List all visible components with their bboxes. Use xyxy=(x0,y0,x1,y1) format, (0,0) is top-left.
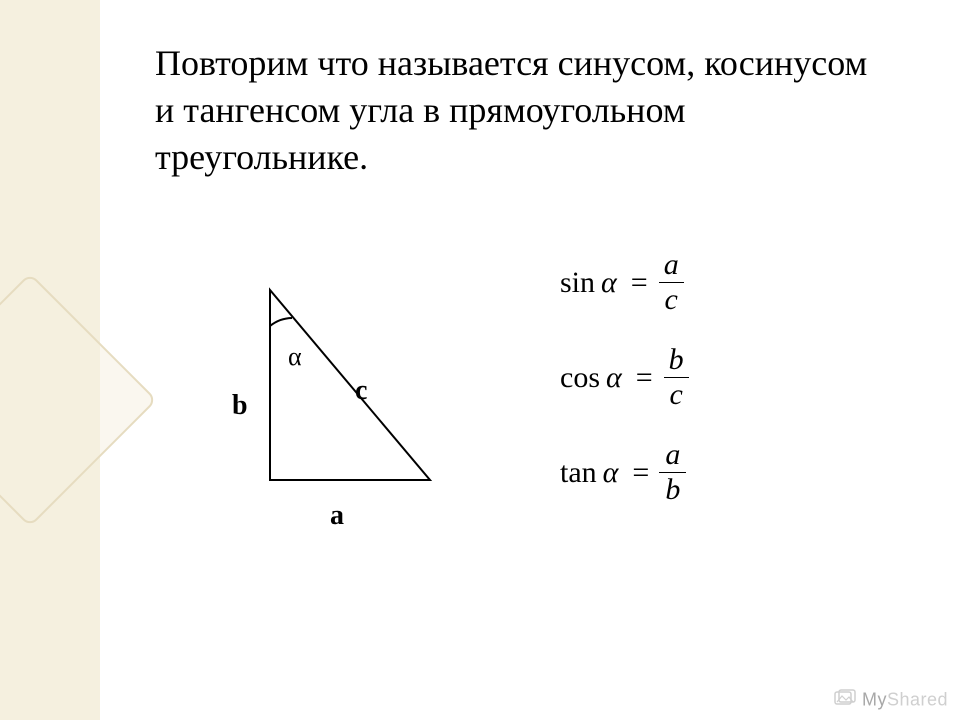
triangle-diagram: α b c a xyxy=(170,260,470,560)
cos-var: α xyxy=(600,361,626,395)
sin-num: a xyxy=(658,250,685,282)
func-tan: tan xyxy=(560,456,597,490)
slide-title: Повторим что называется синусом, косинус… xyxy=(155,40,885,180)
watermark-icon xyxy=(834,689,856,712)
func-cos: cos xyxy=(560,361,600,395)
tan-frac: a b xyxy=(659,440,686,505)
formula-cos: cos α = b c xyxy=(560,345,860,410)
sin-frac: a c xyxy=(658,250,685,315)
formulas-block: sin α = a c cos α = b c tan α = a b xyxy=(560,250,860,535)
label-alpha: α xyxy=(288,342,302,372)
triangle-shape xyxy=(270,290,430,480)
sin-eq: = xyxy=(621,266,658,300)
cos-frac: b c xyxy=(663,345,690,410)
cos-eq: = xyxy=(626,361,663,395)
sin-den: c xyxy=(659,282,684,315)
sin-var: α xyxy=(595,266,621,300)
label-side-a: a xyxy=(330,500,344,532)
formula-sin: sin α = a c xyxy=(560,250,860,315)
triangle-svg xyxy=(170,260,470,560)
watermark: MyShared xyxy=(834,689,948,712)
tan-var: α xyxy=(597,456,623,490)
func-sin: sin xyxy=(560,266,595,300)
cos-num: b xyxy=(663,345,690,377)
label-side-b: b xyxy=(232,390,248,422)
watermark-prefix: My xyxy=(862,689,887,709)
cos-den: c xyxy=(664,377,689,410)
label-side-c: c xyxy=(355,375,367,407)
tan-eq: = xyxy=(622,456,659,490)
tan-den: b xyxy=(659,472,686,505)
formula-tan: tan α = a b xyxy=(560,440,860,505)
watermark-suffix: Shared xyxy=(887,689,948,709)
tan-num: a xyxy=(659,440,686,472)
angle-arc xyxy=(270,318,292,326)
